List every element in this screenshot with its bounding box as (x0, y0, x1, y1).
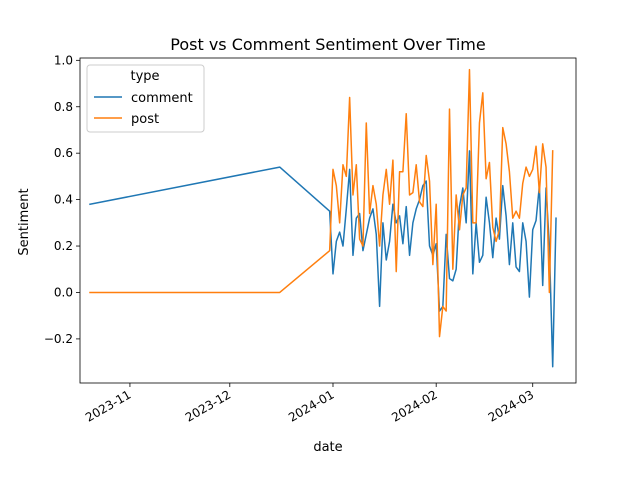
y-axis-label: Sentiment (17, 188, 32, 255)
y-tick-label: 0.0 (54, 285, 73, 299)
legend-label-comment: comment (131, 91, 193, 106)
y-tick-label: −0.2 (44, 332, 73, 346)
plot-frame (79, 57, 577, 384)
y-tick-label: 1.0 (54, 53, 73, 67)
legend: type comment post (86, 64, 205, 133)
chart-title: Post vs Comment Sentiment Over Time (170, 35, 485, 54)
y-tick-label: 0.8 (54, 100, 73, 114)
legend-title: type (130, 69, 159, 84)
y-tick-label: 0.2 (54, 239, 73, 253)
x-axis-label: date (313, 440, 342, 455)
legend-frame (86, 64, 205, 133)
y-tick-label: 0.4 (54, 193, 73, 207)
y-tick-label: 0.6 (54, 146, 73, 160)
legend-label-post: post (131, 112, 159, 127)
series-line-post (89, 68, 554, 338)
